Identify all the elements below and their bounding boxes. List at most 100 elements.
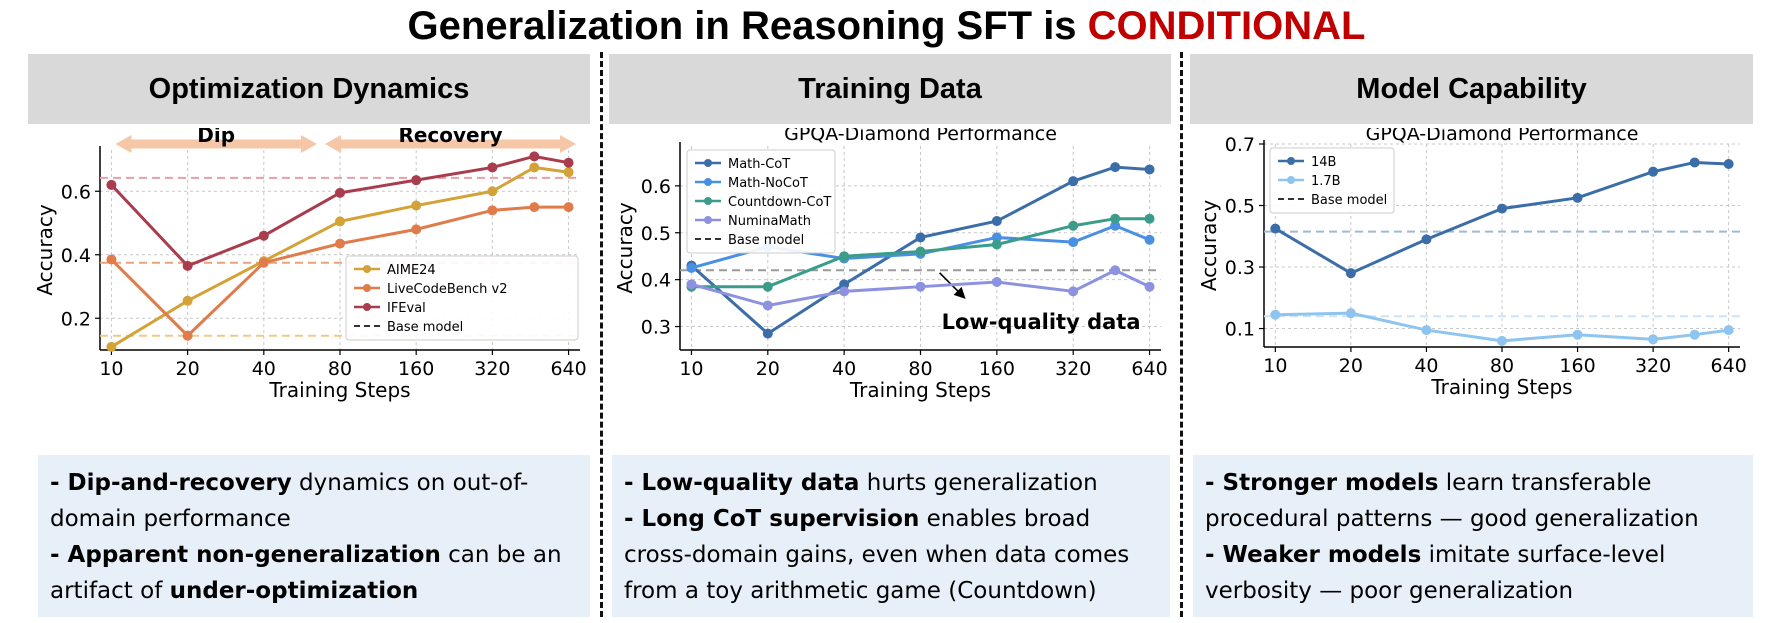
note-text: can be an (440, 542, 562, 568)
x-tick-label: 20 (756, 358, 780, 380)
x-tick-label: 40 (832, 358, 856, 380)
note-text: cross-domain gains, even when data comes (624, 542, 1130, 568)
y-tick-label: 0.5 (1225, 196, 1255, 218)
note-text: learn transferable (1438, 470, 1652, 496)
legend-marker (704, 216, 712, 224)
data-point (1068, 220, 1079, 231)
data-point (1110, 220, 1121, 231)
y-tick-label: 0.2 (61, 308, 91, 330)
panel-heading-training-data: Training Data (609, 54, 1171, 124)
page-title: Generalization in Reasoning SFT is CONDI… (0, 0, 1773, 52)
legend-label: IFEval (387, 301, 426, 316)
data-point (839, 286, 850, 297)
data-point (839, 251, 850, 262)
legend-label: Countdown-CoT (728, 195, 831, 210)
note-line: - Weaker models imitate surface-level (1205, 537, 1741, 573)
x-tick-label: 160 (1559, 355, 1595, 377)
data-point (1144, 281, 1155, 292)
x-axis-label: Training Steps (268, 378, 410, 402)
data-point (182, 260, 193, 271)
x-tick-label: 320 (474, 358, 510, 380)
note-bold-text: - Long CoT supervision (624, 506, 920, 532)
note-text: from a toy arithmetic game (Countdown) (624, 578, 1097, 604)
y-tick-label: 0.6 (641, 176, 671, 198)
y-tick-label: 0.4 (61, 245, 91, 267)
legend-label: Base model (387, 320, 463, 335)
note-training-data: - Low-quality data hurts generalization -… (612, 455, 1170, 617)
note-line: - Dip-and-recovery dynamics on out-of- (50, 465, 578, 501)
y-tick-label: 0.3 (1225, 257, 1255, 279)
range-label: Recovery (398, 128, 502, 147)
series-line (110, 154, 569, 268)
data-point (762, 300, 773, 311)
legend-label: 14B (1311, 155, 1336, 170)
divider-right (1180, 52, 1183, 617)
legend-label: Math-CoT (728, 157, 790, 172)
note-line: - Apparent non-generalization can be an (50, 537, 578, 573)
x-tick-label: 80 (1490, 355, 1514, 377)
note-line: cross-domain gains, even when data comes (624, 537, 1158, 573)
data-point (335, 216, 345, 227)
y-tick-label: 0.4 (641, 270, 671, 292)
note-bold-text: - Stronger models (1205, 470, 1439, 496)
data-point (563, 202, 574, 213)
data-point (1068, 286, 1079, 297)
legend-label: Math-NoCoT (728, 176, 808, 191)
chart-training-data: 10 20 40 80 160 320 640 0.3 0.4 0.5 0.6 Training St… (613, 128, 1168, 402)
note-text: imitate surface-level (1421, 542, 1666, 568)
range-label: Dip (197, 128, 235, 147)
data-point (991, 239, 1002, 250)
legend-box (345, 255, 579, 341)
note-line: artifact of under-optimization (50, 573, 578, 609)
series-line (110, 165, 569, 349)
y-axis-label: Accuracy (33, 204, 57, 295)
series-line (690, 165, 1150, 336)
x-tick-label: 20 (1339, 355, 1363, 377)
data-point (1497, 335, 1507, 346)
y-tick-label: 0.3 (641, 317, 671, 339)
data-point (335, 187, 345, 198)
data-point (411, 200, 422, 211)
y-axis-label: Accuracy (613, 202, 637, 293)
x-tick-label: 40 (1414, 355, 1438, 377)
data-point (529, 151, 540, 162)
data-point (258, 257, 269, 268)
x-tick-label: 80 (908, 358, 932, 380)
data-point (487, 205, 498, 216)
series-line (691, 217, 1150, 289)
note-text: procedural patterns — good generalizatio… (1205, 506, 1699, 532)
x-axis-label: Training Steps (1430, 375, 1572, 399)
x-tick-label: 20 (176, 358, 200, 380)
data-point (1497, 203, 1507, 214)
note-line: from a toy arithmetic game (Countdown) (624, 573, 1158, 609)
data-point (1723, 325, 1734, 336)
note-bold-text: - Weaker models (1205, 542, 1422, 568)
legend-label: LiveCodeBench v2 (387, 282, 507, 297)
note-line: verbosity — poor generalization (1205, 573, 1741, 609)
note-bold-text: under-optimization (169, 578, 419, 604)
title-highlight: CONDITIONAL (1087, 4, 1366, 48)
panel-heading-model-capability: Model Capability (1190, 54, 1753, 124)
x-tick-label: 160 (398, 358, 434, 380)
data-point (1068, 176, 1079, 187)
data-point (1110, 162, 1121, 173)
x-tick-label: 640 (1711, 355, 1747, 377)
data-point (563, 157, 574, 168)
data-point (1723, 158, 1734, 169)
data-point (915, 232, 926, 243)
data-point (915, 246, 926, 257)
data-point (1572, 192, 1583, 203)
data-point (915, 281, 926, 292)
data-point (563, 167, 574, 178)
legend-box (686, 149, 836, 254)
chart-optimization-dynamics: 10 20 40 80 160 320 640 0.2 0.4 0.6 Training Steps… (33, 128, 587, 402)
note-line: domain performance (50, 501, 578, 537)
data-point (335, 238, 345, 249)
note-text: dynamics on out-of- (291, 470, 529, 496)
x-tick-label: 10 (1263, 355, 1287, 377)
legend-label: Base model (1311, 193, 1387, 208)
annotation-label: Low-quality data (942, 310, 1141, 334)
legend-marker (704, 197, 712, 205)
legend-label: NuminaMath (728, 214, 811, 229)
x-tick-label: 320 (1055, 358, 1091, 380)
